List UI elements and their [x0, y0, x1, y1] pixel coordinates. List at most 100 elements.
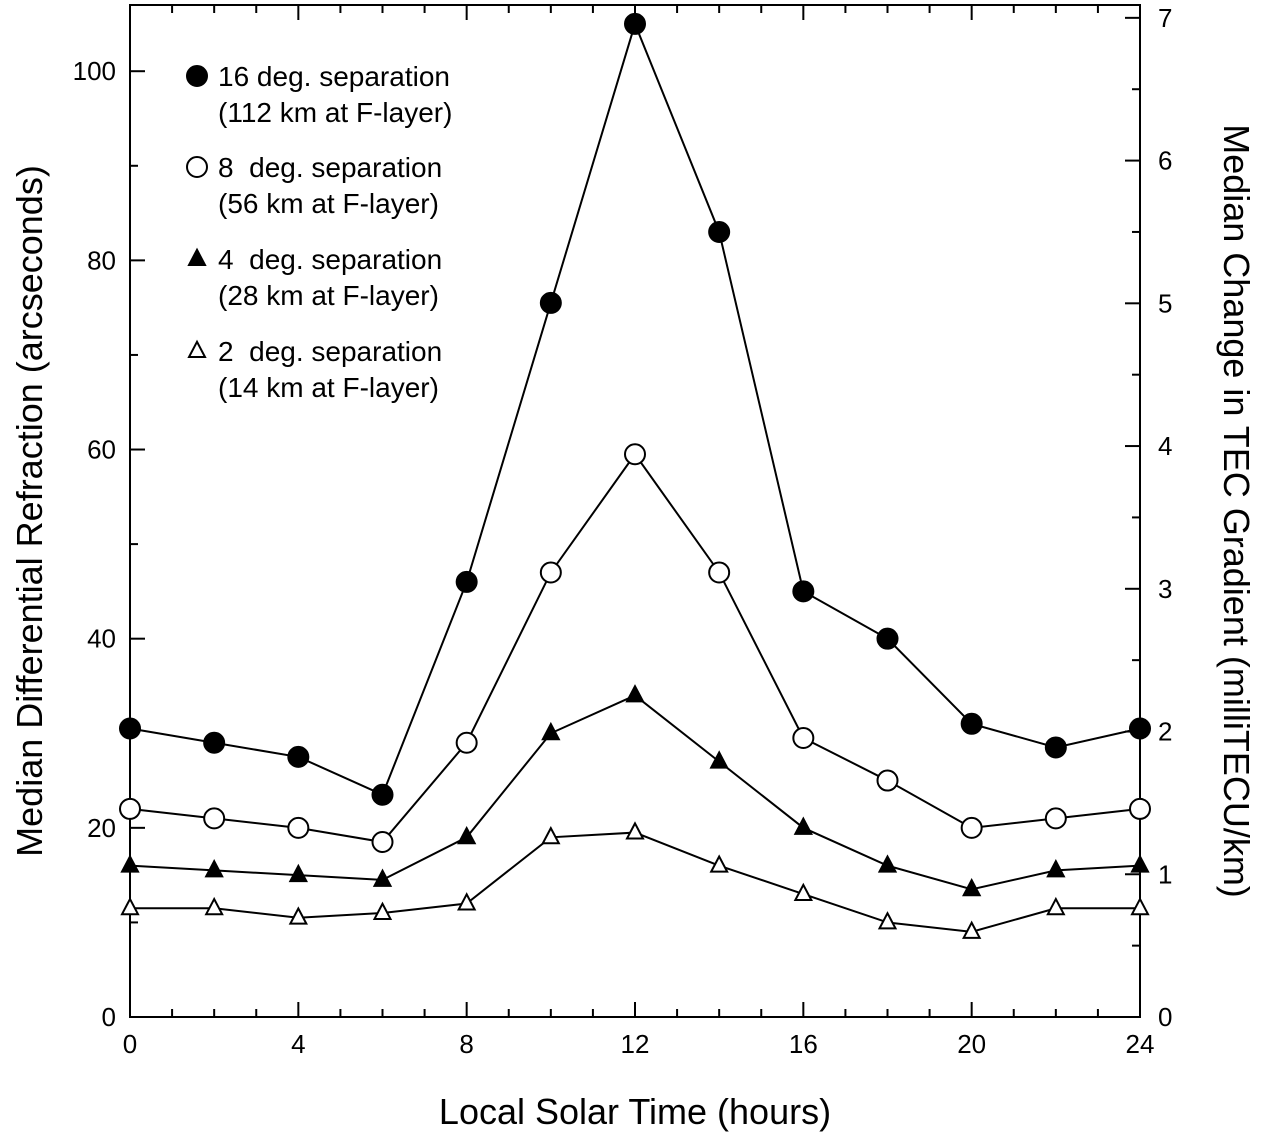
data-point — [709, 854, 729, 873]
legend-marker — [186, 65, 208, 87]
data-point — [288, 863, 308, 883]
series-4 — [120, 821, 1150, 939]
data-point — [1130, 854, 1150, 873]
y-tick-label: 20 — [87, 813, 116, 843]
data-point — [457, 825, 477, 845]
data-point — [962, 877, 982, 897]
data-point — [876, 769, 899, 792]
legend-marker — [187, 339, 207, 358]
data-point — [708, 561, 731, 584]
y2-tick-label: 4 — [1158, 431, 1172, 461]
legend-sublabel: (28 km at F-layer) — [218, 280, 439, 311]
data-point — [203, 807, 226, 830]
series-1 — [119, 12, 1151, 806]
data-point — [792, 726, 815, 749]
y-tick-label: 0 — [102, 1002, 116, 1032]
y-tick-label: 40 — [87, 624, 116, 654]
series-2 — [119, 443, 1151, 854]
data-point — [1129, 717, 1151, 740]
x-tick-label: 8 — [459, 1029, 473, 1059]
legend-item-4: 2 deg. separation (14 km at F-layer) — [187, 336, 442, 403]
data-point — [793, 816, 813, 835]
data-point — [1129, 797, 1151, 820]
data-point — [119, 797, 141, 820]
x-tick-label: 12 — [621, 1029, 650, 1059]
y2-tick-label: 7 — [1158, 3, 1172, 33]
x-axis-title: Local Solar Time (hours) — [439, 1091, 831, 1132]
data-point — [539, 291, 562, 314]
legend-item-2: 8 deg. separation (56 km at F-layer) — [186, 152, 442, 219]
data-point — [1044, 807, 1067, 830]
data-point — [203, 731, 226, 754]
data-point — [960, 816, 983, 839]
series-line — [129, 20, 1141, 797]
data-point — [372, 868, 393, 887]
x-tick-label: 24 — [1126, 1029, 1155, 1059]
legend-label: 4 deg. separation — [218, 244, 442, 275]
data-point — [877, 854, 898, 873]
data-point — [708, 220, 731, 243]
data-point — [625, 821, 645, 840]
legend-item-3: 4 deg. separation (28 km at F-layer) — [187, 244, 442, 311]
series-line — [130, 831, 1140, 933]
data-point — [1046, 896, 1066, 916]
y-tick-label: 60 — [87, 435, 116, 465]
data-point — [204, 859, 224, 878]
data-point — [120, 896, 140, 916]
x-tick-label: 16 — [789, 1029, 818, 1059]
data-point — [793, 882, 813, 902]
data-point — [792, 580, 815, 603]
y-axis-title: Median Differential Refraction (arcsecon… — [9, 165, 50, 857]
y2-tick-label: 2 — [1158, 717, 1172, 747]
legend-label: 16 deg. separation — [218, 61, 450, 92]
x-tick-label: 0 — [123, 1029, 137, 1059]
y-tick-label: 100 — [73, 56, 116, 86]
data-point — [372, 901, 393, 920]
y-tick-label: 80 — [87, 245, 116, 275]
data-point — [455, 731, 478, 754]
legend-item-1: 16 deg. separation (112 km at F-layer) — [186, 61, 452, 128]
legend-sublabel: (56 km at F-layer) — [218, 188, 439, 219]
data-point — [625, 684, 645, 703]
legend-sublabel: (112 km at F-layer) — [218, 97, 452, 128]
y2-axis-title: Median Change in TEC Gradient (milliTECU… — [1216, 124, 1257, 898]
data-point — [541, 825, 561, 845]
data-point — [204, 896, 224, 916]
data-point — [1044, 736, 1067, 759]
x-tick-label: 20 — [957, 1029, 986, 1059]
data-point — [962, 920, 982, 939]
data-point — [624, 443, 646, 466]
series-3 — [120, 684, 1150, 897]
data-point — [371, 831, 394, 854]
series-line — [129, 452, 1141, 844]
y2-tick-label: 3 — [1158, 574, 1172, 604]
data-point — [119, 717, 141, 740]
data-point — [287, 745, 310, 768]
data-point — [960, 712, 983, 735]
legend: 16 deg. separation (112 km at F-layer) 8 d… — [186, 61, 452, 403]
data-point — [457, 892, 477, 911]
series-line — [129, 694, 1141, 891]
x-tick-label: 4 — [291, 1029, 305, 1059]
y2-tick-label: 6 — [1158, 146, 1172, 176]
data-point — [120, 854, 140, 873]
legend-label: 2 deg. separation — [218, 336, 442, 367]
series-layer — [119, 12, 1151, 939]
data-point — [288, 906, 308, 925]
data-point — [287, 816, 310, 839]
data-point — [877, 911, 898, 930]
data-point — [371, 783, 394, 806]
y2-tick-label: 1 — [1158, 859, 1172, 889]
ticks — [129, 5, 1141, 1018]
data-point — [709, 750, 729, 769]
y2-tick-label: 0 — [1158, 1002, 1172, 1032]
data-point — [624, 12, 646, 35]
legend-marker — [186, 156, 208, 178]
legend-label: 8 deg. separation — [218, 152, 442, 183]
data-point — [455, 570, 478, 593]
data-point — [539, 561, 562, 584]
data-point — [541, 721, 561, 741]
data-point — [1046, 859, 1066, 878]
